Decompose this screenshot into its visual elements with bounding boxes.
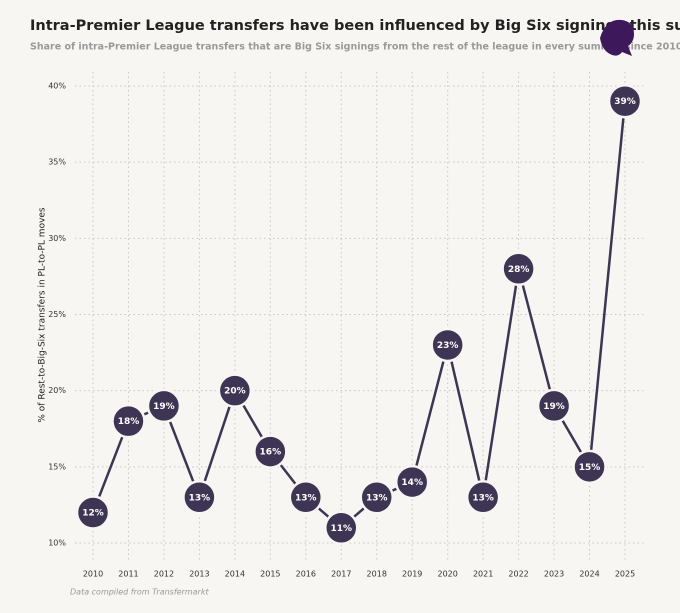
x-tick-label: 2012 xyxy=(154,570,174,579)
x-tick-label: 2019 xyxy=(402,570,422,579)
chart-subtitle: Share of intra-Premier League transfers … xyxy=(30,42,680,53)
x-tick-label: 2018 xyxy=(367,570,387,579)
data-label: 11% xyxy=(330,524,352,534)
x-tick-label: 2021 xyxy=(473,570,493,579)
y-tick-label: 30% xyxy=(48,234,66,243)
point xyxy=(75,495,111,530)
point xyxy=(288,480,324,515)
y-tick-label: 35% xyxy=(48,158,66,167)
data-label: 39% xyxy=(614,97,636,107)
x-tick-label: 2013 xyxy=(189,570,209,579)
point xyxy=(146,388,182,424)
point xyxy=(394,464,430,500)
data-label: 19% xyxy=(543,402,565,412)
data-label: 12% xyxy=(82,509,104,519)
data-label: 13% xyxy=(472,493,494,503)
line xyxy=(91,101,627,530)
x-tick-label: 2011 xyxy=(118,570,138,579)
data-label: 15% xyxy=(579,463,601,473)
y-tick-label: 10% xyxy=(48,539,66,548)
logo xyxy=(600,19,634,56)
data-label: 13% xyxy=(366,493,388,503)
x-tick-label: 2024 xyxy=(579,570,599,579)
x-tick-label: 2020 xyxy=(437,570,457,579)
y-tick-label: 15% xyxy=(48,462,66,471)
point xyxy=(572,449,607,485)
data-label: 20% xyxy=(224,387,246,397)
x-tick-label: 2016 xyxy=(296,570,316,579)
x-tick-label: 2010 xyxy=(83,570,103,579)
data-label: 16% xyxy=(260,448,282,458)
point xyxy=(501,251,536,287)
point xyxy=(430,327,465,363)
source-note: Data compiled from Transfermarkt xyxy=(70,588,209,597)
x-tick-label: 2023 xyxy=(544,570,564,579)
y-tick-label: 25% xyxy=(48,310,66,319)
x-tick-label: 2022 xyxy=(508,570,528,579)
data-label: 23% xyxy=(437,341,459,351)
point xyxy=(182,480,217,515)
y-tick-label: 20% xyxy=(48,386,66,395)
point xyxy=(359,480,394,515)
point xyxy=(217,373,253,408)
data-label: 19% xyxy=(153,402,175,412)
point xyxy=(324,510,359,546)
data-label: 18% xyxy=(118,417,140,427)
x-tick-label: 2017 xyxy=(331,570,351,579)
y-tick-label: 40% xyxy=(48,82,66,91)
x-tick-label: 2025 xyxy=(615,570,635,579)
point xyxy=(253,434,288,469)
point xyxy=(607,83,643,119)
data-label: 28% xyxy=(508,265,530,275)
point xyxy=(465,480,501,515)
data-label: 14% xyxy=(401,478,423,488)
point xyxy=(111,403,146,439)
data-label: 13% xyxy=(295,493,317,503)
chart-title: Intra-Premier League transfers have been… xyxy=(30,18,680,34)
y-axis-label: % of Rest-to-Big-Six transfers in PL-to-… xyxy=(38,207,48,423)
x-tick-label: 2014 xyxy=(225,570,245,579)
point xyxy=(536,388,572,424)
x-tick-label: 2015 xyxy=(260,570,280,579)
data-label: 13% xyxy=(189,493,211,503)
